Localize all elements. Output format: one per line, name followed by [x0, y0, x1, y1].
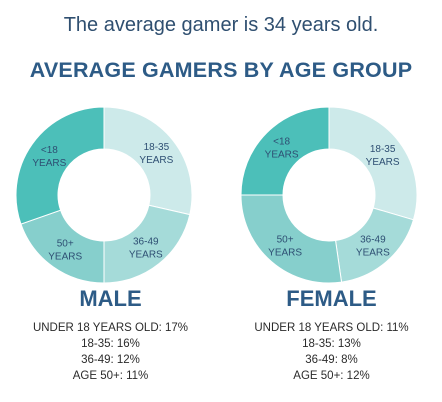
male-slice-label-under18: <18 YEARS [32, 145, 66, 169]
male-donut-chart: 18-35 YEARS 36-49 YEARS 50+ YEARS <18 YEARS [15, 106, 193, 284]
female-stat-36-49: 36-49: 8% [305, 354, 358, 366]
female-slice-18-35 [328, 106, 418, 221]
male-slice-label-18-35: 18-35 YEARS [139, 142, 173, 166]
female-panel: 18-35 YEARS 36-49 YEARS 50+ YEARS <18 YEARS FEM… [221, 100, 442, 402]
female-label: FEMALE [286, 286, 377, 311]
female-slice-label-50plus: 50+ YEARS [268, 235, 302, 259]
female-slice-label-under18: <18 YEARS [265, 137, 299, 161]
headline: The average gamer is 34 years old. [63, 14, 379, 36]
female-stat-18-35: 18-35: 13% [302, 338, 361, 350]
female-slice-label-36-49: 36-49 YEARS [356, 235, 390, 259]
male-stat-under18: UNDER 18 YEARS OLD: 17% [32, 322, 189, 334]
male-slice-18-35 [103, 106, 193, 216]
male-label: MALE [79, 286, 142, 311]
female-slice-50plus [240, 194, 343, 284]
male-slice-label-36-49: 36-49 YEARS [129, 236, 163, 260]
female-stat-under18: UNDER 18 YEARS OLD: 11% [254, 322, 409, 334]
male-panel: 18-35 YEARS 36-49 YEARS 50+ YEARS <18 YEARS MAL… [0, 100, 221, 402]
male-stat-18-35: 18-35: 16% [81, 338, 140, 350]
male-slice-label-50plus: 50+ YEARS [48, 239, 82, 263]
male-stat-36-49: 36-49: 12% [81, 354, 140, 366]
female-slice-label-18-35: 18-35 YEARS [366, 144, 400, 168]
chart-title: AVERAGE GAMERS BY AGE GROUP [29, 58, 413, 82]
male-slice-under18 [15, 106, 105, 225]
female-slice-under18 [240, 106, 330, 196]
female-stat-50plus: AGE 50+: 12% [293, 370, 370, 382]
female-stats: UNDER 18 YEARS OLD: 11% 18-35: 13% 36-49… [221, 320, 442, 384]
male-slice-36-49 [103, 204, 191, 284]
male-stats: UNDER 18 YEARS OLD: 17% 18-35: 16% 36-49… [0, 320, 221, 384]
female-donut-chart: 18-35 YEARS 36-49 YEARS 50+ YEARS <18 YEARS [240, 106, 418, 284]
male-stat-50plus: AGE 50+: 11% [72, 370, 149, 382]
